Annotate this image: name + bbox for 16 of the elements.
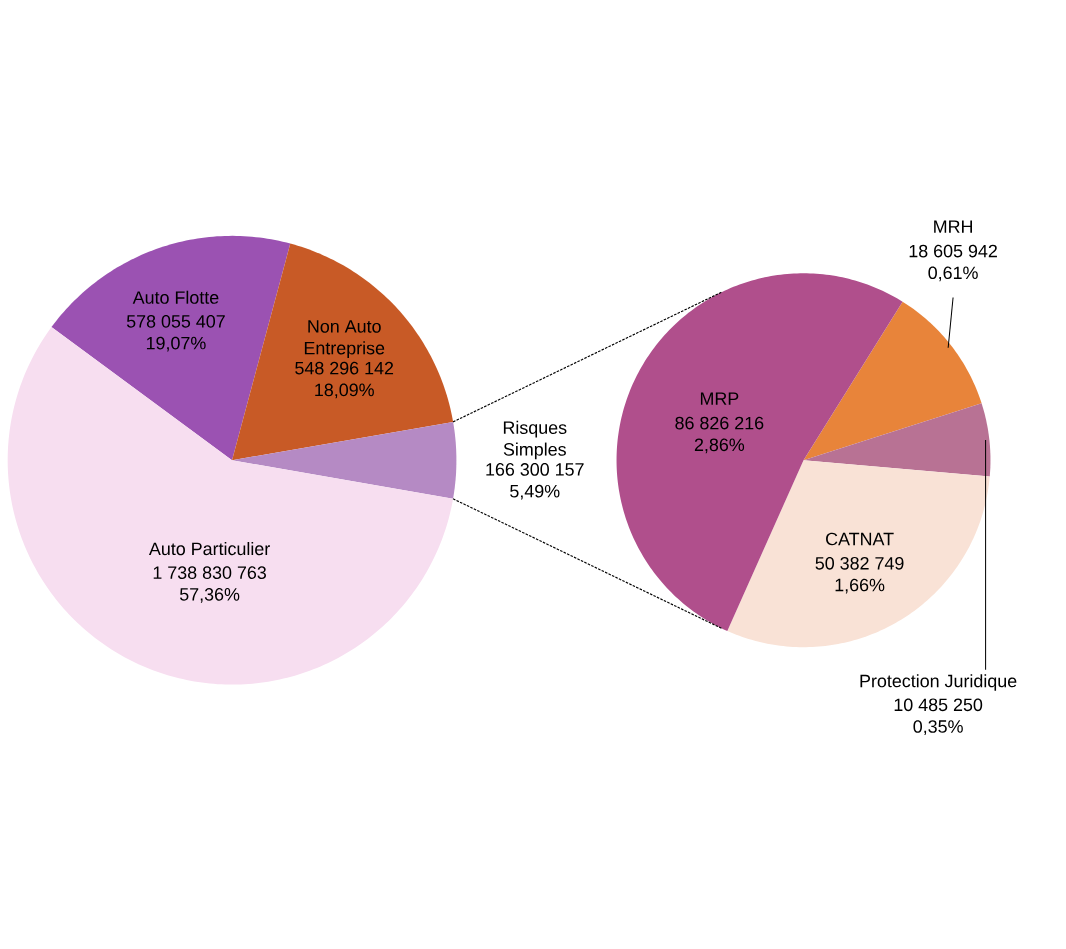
data-label: 18 605 942 0,61% <box>909 244 997 282</box>
data-label: 10 485 250 0,35% <box>894 698 983 735</box>
slice-label: Non Auto Entreprise <box>304 320 385 358</box>
data-label: 578 055 407 19,07% <box>126 314 225 352</box>
slice-label: Auto Flotte <box>132 290 219 304</box>
slice-label: Auto Particulier <box>148 541 270 556</box>
data-label: 548 296 142 18,09% <box>295 361 394 399</box>
data-label: 1 738 830 763 57,36% <box>153 566 267 603</box>
data-label: 166 300 157 5,49% <box>486 462 584 500</box>
slice-label: MRP <box>700 392 739 405</box>
data-label: 50 382 749 1,66% <box>815 556 904 594</box>
data-label: 86 826 216 2,86% <box>675 416 764 454</box>
slice-label: MRH <box>934 220 972 233</box>
slice-label: Risques Simples <box>503 420 567 460</box>
slice-label: CATNAT <box>826 532 894 546</box>
slice-label: Protection Juridique <box>860 674 1017 691</box>
